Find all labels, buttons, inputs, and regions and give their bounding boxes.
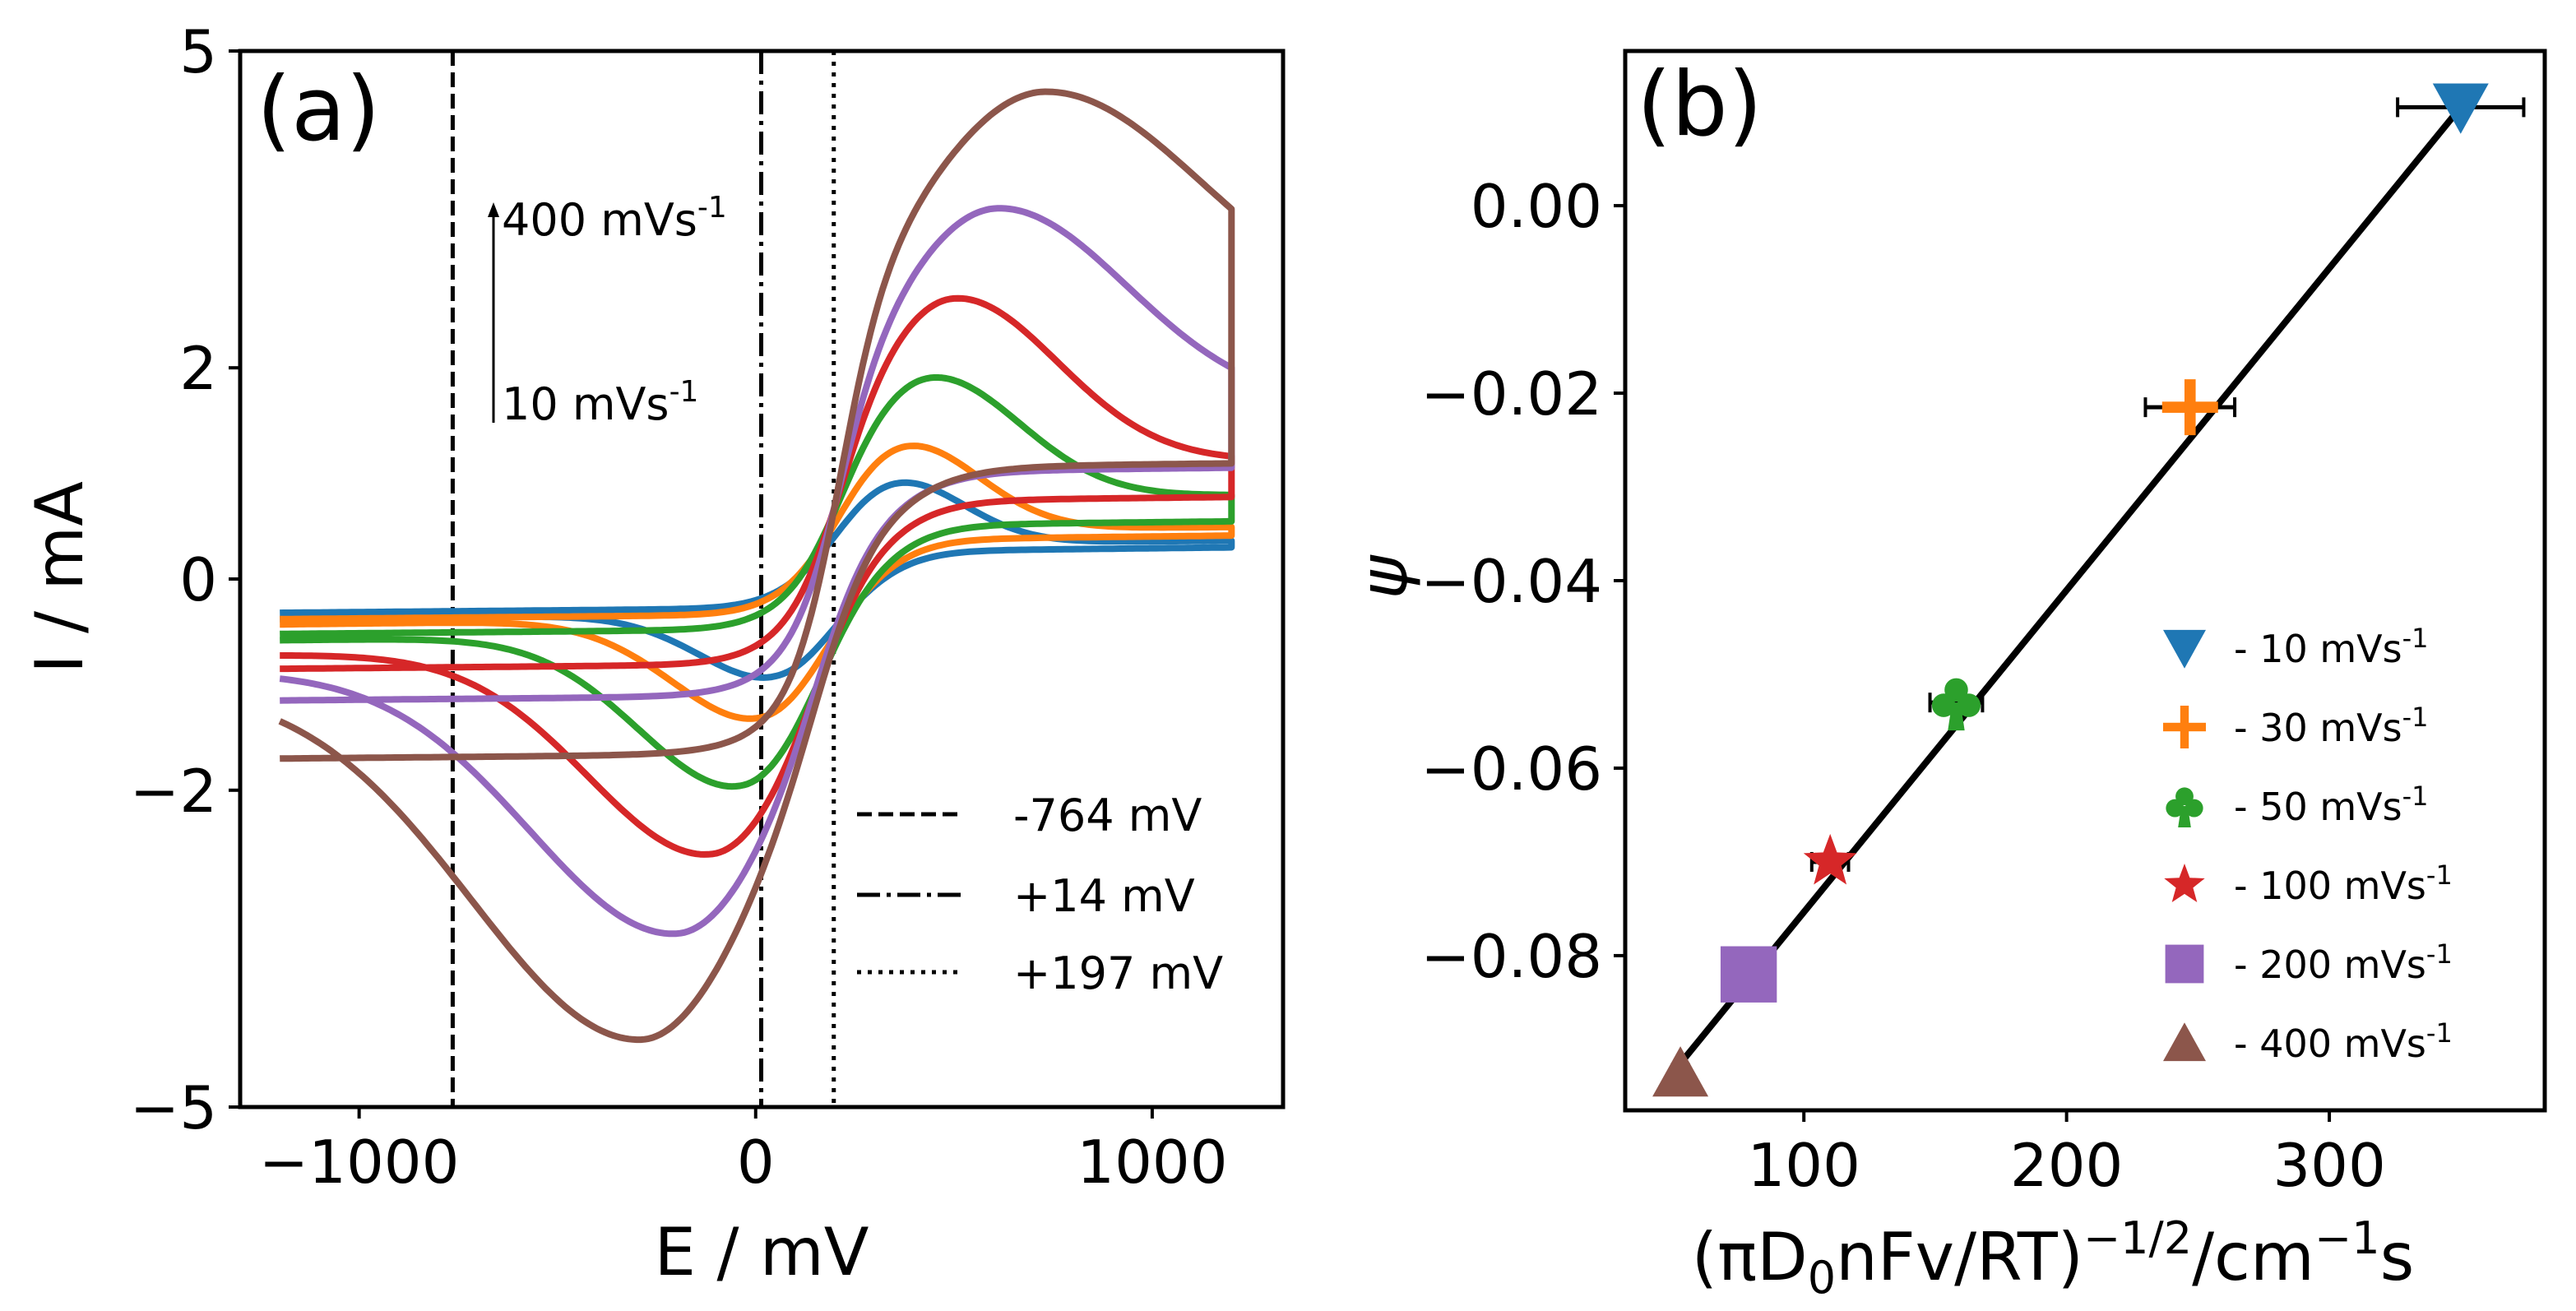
legend-label: +14 mV	[1013, 870, 1195, 922]
cv-curve-400-mVs-1	[278, 88, 1235, 1044]
legend-marker-club-leaf-right	[2185, 799, 2203, 818]
scan-rate-annotation: 400 mVs-1 10 mVs-1	[488, 191, 727, 430]
panel-a-cyclic-voltammogram: −1000 0 1000 5 2 0 −2 −5 (a) E / mV I / mA 400 …	[21, 17, 1286, 1290]
legend-label: - 400 mVs-1	[2234, 1017, 2453, 1066]
fit-line	[1677, 104, 2463, 1066]
legend-label: - 30 mVs-1	[2234, 702, 2429, 750]
y-tick-label: 5	[179, 17, 217, 86]
cv-curve-30-mVs-1	[280, 442, 1235, 722]
legend-label: -764 mV	[1013, 790, 1202, 841]
y-tick-label: 0	[179, 545, 217, 614]
panel-label: (b)	[1637, 53, 1763, 156]
reference-lines	[450, 51, 836, 1107]
legend-label: +197 mV	[1013, 947, 1223, 999]
point-50-mVs-1	[1931, 678, 1981, 731]
legend-label: - 100 mVs-1	[2234, 859, 2453, 908]
annotation-arrow-head	[488, 202, 499, 217]
y-axis-label: I / mA	[21, 481, 98, 674]
legend-marker-triangle-up	[2163, 1022, 2206, 1062]
x-tick-label: 1000	[1077, 1128, 1227, 1197]
legend-marker-square	[2165, 944, 2204, 984]
legend-marker-star	[2164, 864, 2205, 902]
x-tick-label: 0	[737, 1128, 775, 1197]
legend-label: - 200 mVs-1	[2234, 938, 2453, 987]
cv-curves	[278, 88, 1235, 1044]
legend-marker-plus-bar-v	[2180, 706, 2189, 748]
point-50-mVs-1-leaf-right	[1957, 693, 1981, 717]
axis-ticks: 100 200 300 0.00 −0.02 −0.04 −0.06 −0.08	[1420, 172, 2385, 1200]
legend: -764 mV +14 mV +197 mV	[857, 790, 1223, 999]
y-tick-label: 2	[179, 334, 217, 403]
x-tick-label: 100	[1747, 1131, 1860, 1200]
x-tick-label: 200	[2010, 1131, 2123, 1200]
legend-marker-plus	[2163, 706, 2206, 748]
y-tick-label: −0.08	[1420, 922, 1602, 991]
annotation-bottom-text: 10 mVs-1	[502, 375, 698, 430]
y-tick-label: −0.06	[1420, 734, 1602, 804]
y-tick-label: −0.04	[1420, 547, 1602, 616]
panel-label: (a)	[257, 58, 380, 161]
legend-label: - 10 mVs-1	[2234, 623, 2429, 671]
cv-curve-10-mVs-1	[280, 479, 1235, 681]
point-400-mVs-1	[1652, 1046, 1709, 1097]
y-tick-label: −5	[130, 1073, 217, 1142]
legend: - 10 mVs-1 - 30 mVs-1 - 50 mVs-1 - 100 mVs-…	[2163, 623, 2453, 1066]
x-axis-label: (πD0nFv/RT)−1/2/cm−1s	[1692, 1212, 2415, 1304]
x-axis-label: E / mV	[654, 1214, 869, 1290]
legend-marker-club-stem	[2178, 806, 2191, 827]
point-30-mVs-1	[2161, 379, 2218, 436]
y-tick-label: −0.02	[1420, 359, 1602, 429]
legend-marker-club-leaf-left	[2166, 799, 2185, 818]
point-100-mVs-1	[1803, 833, 1857, 885]
legend-marker-club	[2166, 787, 2203, 827]
point-50-mVs-1-leaf-left	[1931, 693, 1956, 717]
legend-marker-triangle-down	[2163, 629, 2206, 669]
data-points	[1652, 83, 2526, 1097]
y-tick-label: 0.00	[1471, 172, 1602, 241]
point-50-mVs-1-stem	[1948, 702, 1965, 731]
axis-ticks: −1000 0 1000 5 2 0 −2 −5	[130, 17, 1228, 1197]
y-tick-label: −2	[130, 757, 217, 826]
point-30-mVs-1-bar-v	[2184, 379, 2196, 436]
x-tick-label: 300	[2273, 1131, 2385, 1200]
x-tick-label: −1000	[259, 1128, 460, 1197]
cv-curve-100-mVs-1	[280, 294, 1235, 858]
annotation-top-text: 400 mVs-1	[502, 191, 727, 246]
point-200-mVs-1	[1720, 946, 1777, 1003]
legend-label: - 50 mVs-1	[2234, 781, 2429, 829]
point-10-mVs-1	[2432, 83, 2489, 134]
y-axis-label: ψ	[1346, 554, 1422, 599]
